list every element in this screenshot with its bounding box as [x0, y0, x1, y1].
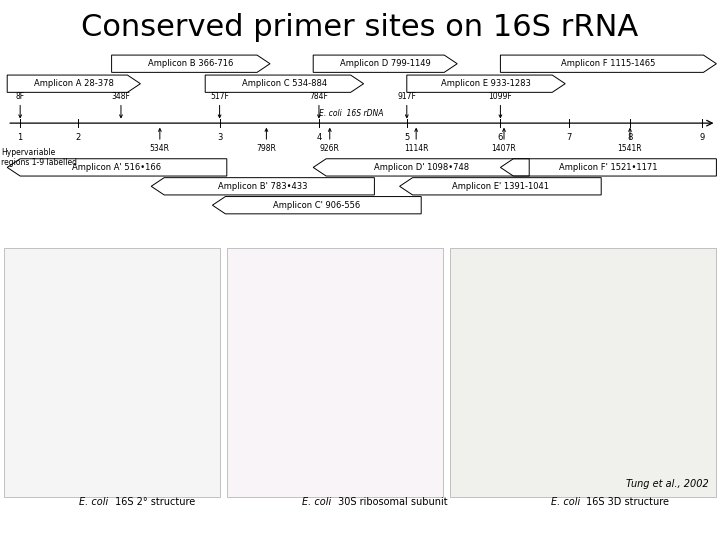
Text: Amplicon D' 1098•748: Amplicon D' 1098•748 — [374, 163, 469, 172]
Text: Amplicon E 933-1283: Amplicon E 933-1283 — [441, 79, 531, 88]
Text: 8: 8 — [627, 133, 633, 142]
Text: 1114R: 1114R — [404, 144, 428, 153]
Text: Amplicon C 534-884: Amplicon C 534-884 — [242, 79, 327, 88]
Text: E. coli: E. coli — [551, 496, 583, 507]
Text: 16S 2° structure: 16S 2° structure — [112, 496, 195, 507]
Text: 30S ribosomal subunit: 30S ribosomal subunit — [335, 496, 447, 507]
Text: 5: 5 — [404, 133, 410, 142]
Text: 1099F: 1099F — [489, 92, 512, 101]
Text: 2: 2 — [75, 133, 81, 142]
Text: 784F: 784F — [310, 92, 328, 101]
Text: 9: 9 — [699, 133, 705, 142]
Text: 534R: 534R — [150, 144, 170, 153]
Text: 798R: 798R — [256, 144, 276, 153]
FancyBboxPatch shape — [450, 248, 716, 497]
Text: 1407R: 1407R — [492, 144, 516, 153]
Text: 517F: 517F — [210, 92, 229, 101]
Text: Amplicon B' 783•433: Amplicon B' 783•433 — [218, 182, 307, 191]
Text: 8F: 8F — [16, 92, 24, 101]
Text: Conserved primer sites on 16S rRNA: Conserved primer sites on 16S rRNA — [81, 14, 639, 43]
Text: 926R: 926R — [320, 144, 340, 153]
Text: 1: 1 — [17, 133, 23, 142]
Text: Amplicon E' 1391-1041: Amplicon E' 1391-1041 — [452, 182, 549, 191]
FancyBboxPatch shape — [227, 248, 443, 497]
Text: Amplicon A' 516•166: Amplicon A' 516•166 — [73, 163, 161, 172]
Text: 1541R: 1541R — [618, 144, 642, 153]
Text: E. coli: E. coli — [302, 496, 335, 507]
Text: 348F: 348F — [112, 92, 130, 101]
Text: Amplicon B 366-716: Amplicon B 366-716 — [148, 59, 233, 68]
Text: 917F: 917F — [397, 92, 416, 101]
Text: Amplicon F 1115-1465: Amplicon F 1115-1465 — [561, 59, 656, 68]
FancyBboxPatch shape — [4, 248, 220, 497]
Text: E. coli: E. coli — [79, 496, 112, 507]
Text: 6: 6 — [498, 133, 503, 142]
Text: 3: 3 — [217, 133, 222, 142]
Text: 4: 4 — [316, 133, 322, 142]
Text: Amplicon A 28-378: Amplicon A 28-378 — [34, 79, 114, 88]
Text: 16S 3D structure: 16S 3D structure — [583, 496, 669, 507]
Text: Tung et al., 2002: Tung et al., 2002 — [626, 478, 709, 489]
Text: Hypervariable
regions 1-9 labelled: Hypervariable regions 1-9 labelled — [1, 148, 78, 167]
Text: E. coli  16S rDNA: E. coli 16S rDNA — [319, 109, 384, 118]
Text: Amplicon F' 1521•1171: Amplicon F' 1521•1171 — [559, 163, 657, 172]
Text: Amplicon D 799-1149: Amplicon D 799-1149 — [340, 59, 431, 68]
Text: 7: 7 — [566, 133, 572, 142]
Text: Amplicon C' 906-556: Amplicon C' 906-556 — [273, 201, 361, 210]
